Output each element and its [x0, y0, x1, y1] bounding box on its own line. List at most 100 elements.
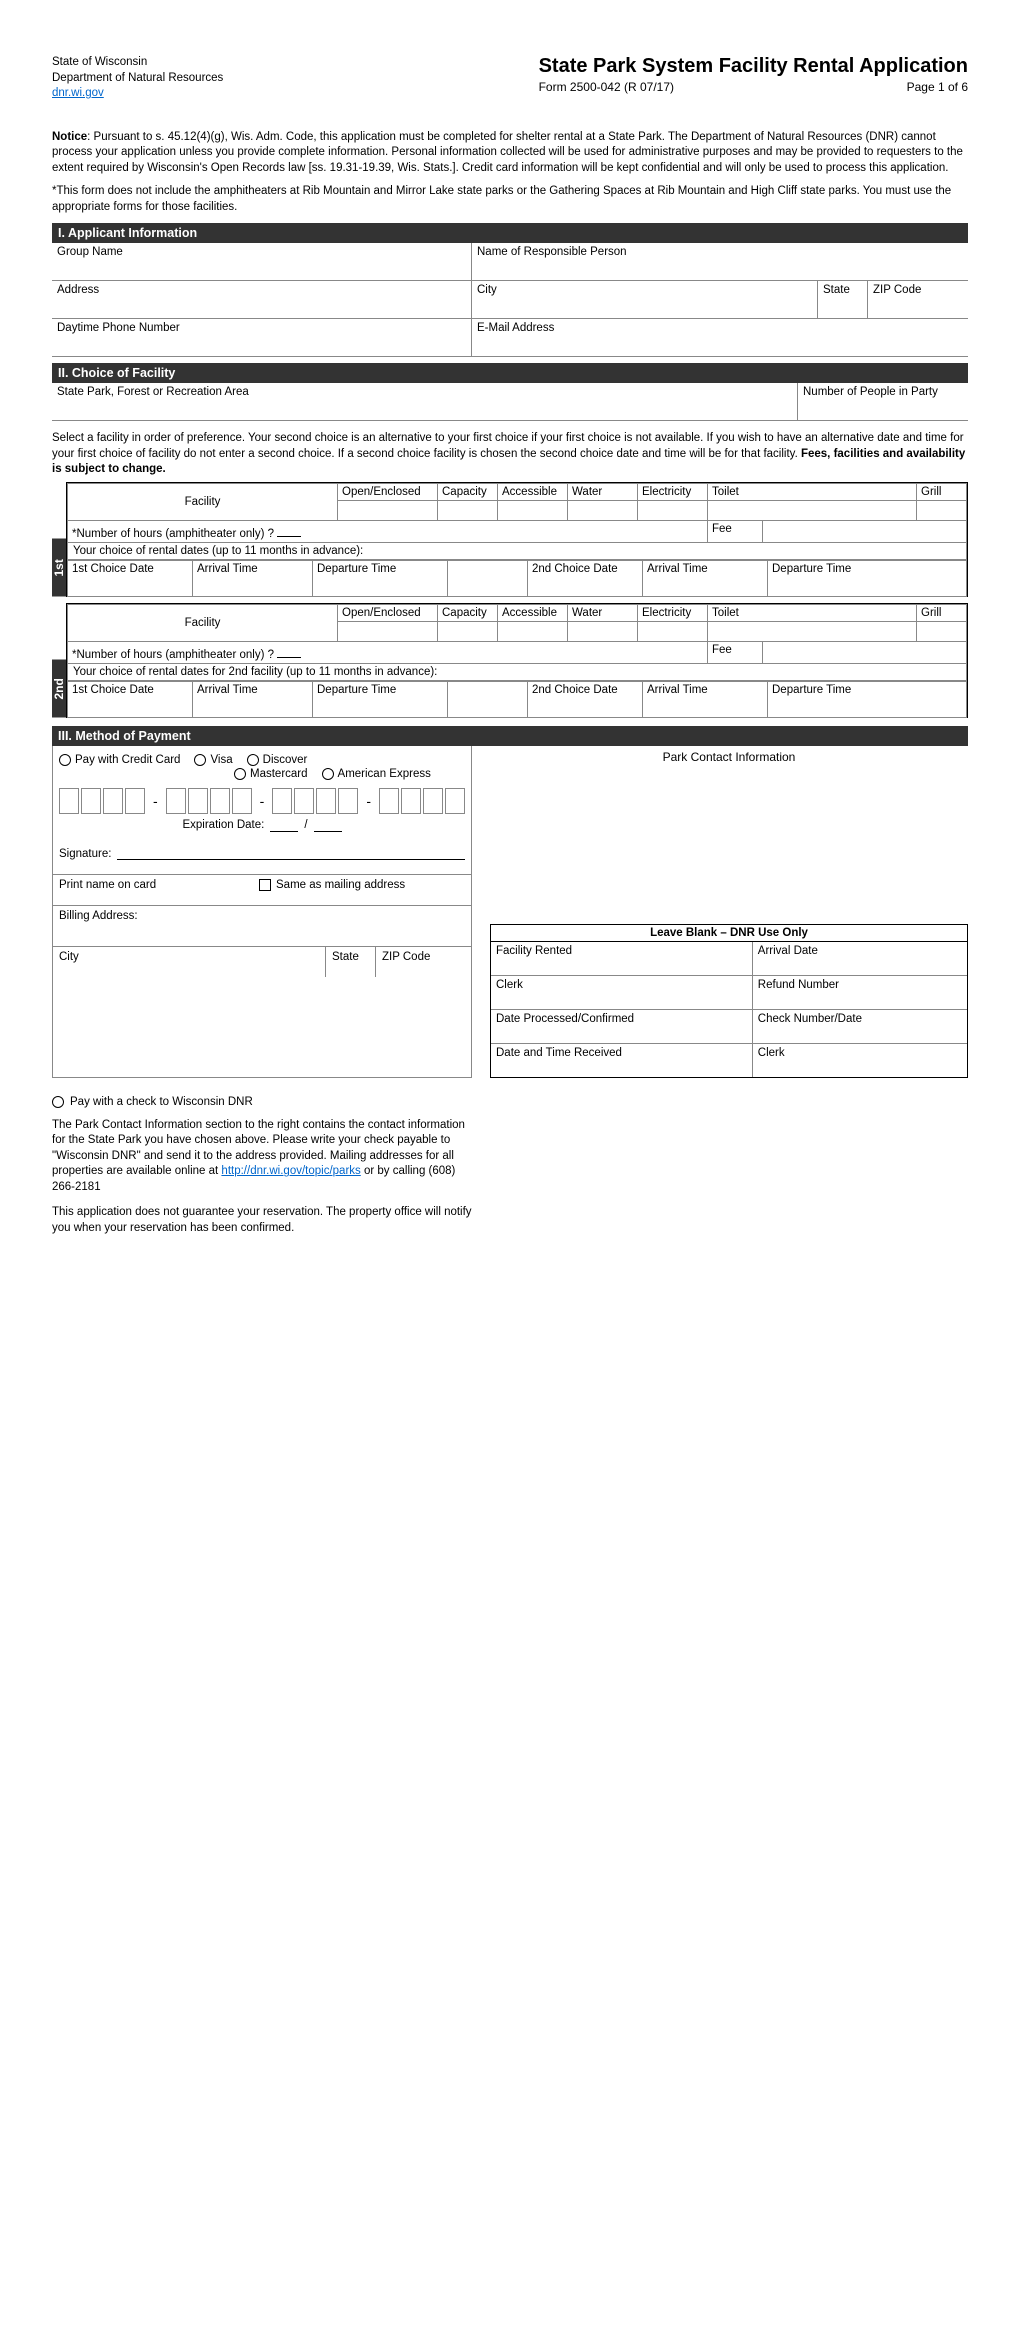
facility-instructions: Select a facility in order of preference… [52, 431, 968, 478]
fee-value-1[interactable] [763, 520, 967, 542]
radio-icon [52, 1096, 64, 1108]
notice-text: Notice: Pursuant to s. 45.12(4)(g), Wis.… [52, 130, 968, 177]
col-facility: Facility [68, 483, 338, 520]
col-electricity-2: Electricity [638, 604, 708, 621]
payment-left: Pay with Credit Card Visa Discover Maste… [52, 746, 472, 1078]
dnr-use-box: Facility Rented Arrival Date Clerk Refun… [490, 942, 968, 1078]
check-instructions: The Park Contact Information section to … [52, 1118, 472, 1196]
col-capacity: Capacity [438, 483, 498, 500]
col-2nd-date-2[interactable]: 2nd Choice Date [528, 681, 643, 717]
form-number: Form 2500-042 (R 07/17) [539, 80, 674, 94]
col-arr-1a[interactable]: Arrival Time [193, 560, 313, 596]
expiration-row[interactable]: Expiration Date: / [59, 818, 465, 832]
radio-pay-check[interactable]: Pay with a check to Wisconsin DNR [52, 1096, 472, 1108]
field-billing-city[interactable]: City [53, 947, 326, 977]
radio-icon [194, 754, 206, 766]
radio-visa[interactable]: Visa [194, 754, 232, 766]
radio-icon [234, 768, 246, 780]
col-dep-1a[interactable]: Departure Time [313, 560, 448, 596]
card-number-boxes[interactable]: - - - [59, 788, 465, 814]
dnr-refund: Refund Number [753, 976, 967, 1010]
facility-choice-1: 1st Facility Open/Enclosed Capacity Acce… [52, 482, 968, 597]
col-1st-date[interactable]: 1st Choice Date [68, 560, 193, 596]
dnr-received: Date and Time Received [491, 1044, 753, 1077]
col-toilet-2: Toilet [708, 604, 917, 621]
radio-mastercard[interactable]: Mastercard [234, 768, 308, 780]
dnr-clerk: Clerk [491, 976, 753, 1010]
dates-table-2: 1st Choice Date Arrival Time Departure T… [67, 681, 967, 718]
parks-link[interactable]: http://dnr.wi.gov/topic/parks [221, 1165, 360, 1177]
field-num-people[interactable]: Number of People in Party [798, 383, 968, 421]
dnr-processed: Date Processed/Confirmed [491, 1010, 753, 1044]
radio-icon [59, 754, 71, 766]
checkbox-icon [259, 879, 271, 891]
col-dep-2b[interactable]: Departure Time [768, 681, 967, 717]
payment-right: Park Contact Information Leave Blank – D… [472, 746, 968, 1078]
field-group-name[interactable]: Group Name [52, 243, 472, 281]
radio-amex[interactable]: American Express [322, 768, 431, 780]
col-open-2: Open/Enclosed [338, 604, 438, 621]
dnr-check: Check Number/Date [753, 1010, 967, 1044]
radio-pay-cc[interactable]: Pay with Credit Card [59, 754, 180, 766]
col-arr-1b[interactable]: Arrival Time [643, 560, 768, 596]
col-grill-2: Grill [917, 604, 967, 621]
side-tab-2nd: 2nd [52, 660, 66, 718]
checkbox-same-address[interactable]: Same as mailing address [253, 875, 471, 905]
page-header: State of Wisconsin Department of Natural… [52, 55, 968, 102]
col-1st-date-2[interactable]: 1st Choice Date [68, 681, 193, 717]
col-facility-2: Facility [68, 604, 338, 641]
header-right: State Park System Facility Rental Applic… [539, 55, 968, 102]
hours-cell-2[interactable]: *Number of hours (amphitheater only) ? [68, 641, 708, 663]
header-left: State of Wisconsin Department of Natural… [52, 55, 223, 102]
field-zip[interactable]: ZIP Code [868, 281, 968, 319]
col-electricity: Electricity [638, 483, 708, 500]
facility-table-1: Facility Open/Enclosed Capacity Accessib… [67, 483, 967, 543]
dates-subhead-2: Your choice of rental dates for 2nd faci… [67, 664, 967, 681]
col-toilet: Toilet [708, 483, 917, 500]
section-2-bar: II. Choice of Facility [52, 363, 968, 383]
col-open: Open/Enclosed [338, 483, 438, 500]
field-park[interactable]: State Park, Forest or Recreation Area [52, 383, 798, 421]
field-state[interactable]: State [818, 281, 868, 319]
field-address[interactable]: Address [52, 281, 472, 319]
col-2nd-date[interactable]: 2nd Choice Date [528, 560, 643, 596]
col-dep-2a[interactable]: Departure Time [313, 681, 448, 717]
field-billing-address[interactable]: Billing Address: [53, 905, 471, 946]
page-number: Page 1 of 6 [907, 80, 968, 94]
facility-table-2: Facility Open/Enclosed Capacity Accessib… [67, 604, 967, 664]
col-water: Water [568, 483, 638, 500]
dept-line: Department of Natural Resources [52, 71, 223, 87]
col-capacity-2: Capacity [438, 604, 498, 621]
field-responsible-person[interactable]: Name of Responsible Person [472, 243, 968, 281]
dnr-arrival: Arrival Date [753, 942, 967, 976]
facility-choice-2: 2nd Facility Open/Enclosed Capacity Acce… [52, 603, 968, 718]
field-print-name[interactable]: Print name on card [53, 875, 253, 905]
fee-label-1: Fee [708, 520, 763, 542]
radio-icon [247, 754, 259, 766]
section-1-bar: I. Applicant Information [52, 223, 968, 243]
dnr-link[interactable]: dnr.wi.gov [52, 87, 104, 99]
col-grill: Grill [917, 483, 967, 500]
park-contact-title: Park Contact Information [490, 750, 968, 764]
field-phone[interactable]: Daytime Phone Number [52, 319, 472, 357]
section-3-bar: III. Method of Payment [52, 726, 968, 746]
col-accessible: Accessible [498, 483, 568, 500]
field-billing-state[interactable]: State [326, 947, 376, 977]
fee-label-2: Fee [708, 641, 763, 663]
state-line: State of Wisconsin [52, 55, 223, 71]
hours-cell-1[interactable]: *Number of hours (amphitheater only) ? [68, 520, 708, 542]
radio-discover[interactable]: Discover [247, 754, 308, 766]
col-arr-2b[interactable]: Arrival Time [643, 681, 768, 717]
col-dep-1b[interactable]: Departure Time [768, 560, 967, 596]
field-billing-zip[interactable]: ZIP Code [376, 947, 471, 977]
dates-table-1: 1st Choice Date Arrival Time Departure T… [67, 560, 967, 597]
reservation-note: This application does not guarantee your… [52, 1205, 472, 1236]
signature-row[interactable]: Signature: [59, 842, 465, 860]
fee-value-2[interactable] [763, 641, 967, 663]
col-arr-2a[interactable]: Arrival Time [193, 681, 313, 717]
field-city[interactable]: City [472, 281, 818, 319]
dnr-facility: Facility Rented [491, 942, 753, 976]
notice-body: : Pursuant to s. 45.12(4)(g), Wis. Adm. … [52, 131, 963, 174]
dnr-clerk2: Clerk [753, 1044, 967, 1077]
field-email[interactable]: E-Mail Address [472, 319, 968, 357]
